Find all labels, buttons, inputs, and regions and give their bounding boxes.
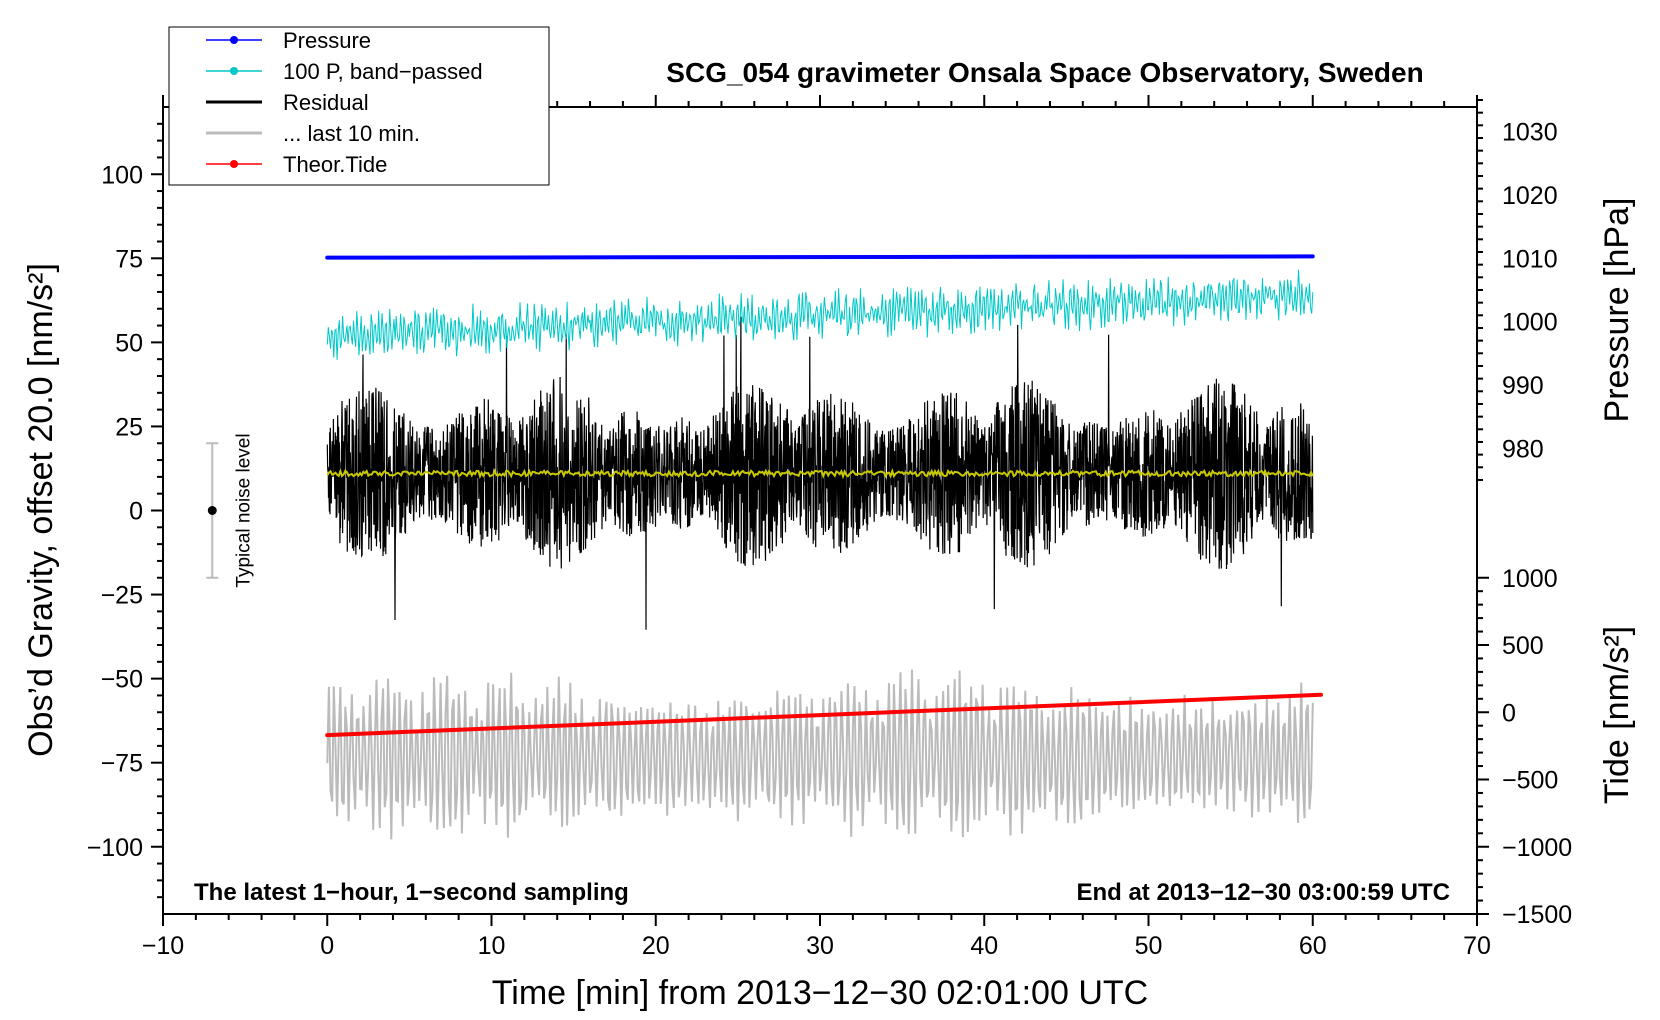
- tide-tick-label: −1000: [1502, 834, 1572, 862]
- noise-level-label: Typical noise level: [233, 433, 254, 587]
- annotation-end-time: End at 2013−12−30 03:00:59 UTC: [1076, 879, 1450, 906]
- x-tick-label: −10: [142, 932, 184, 960]
- y-tick-label: −75: [101, 750, 143, 778]
- tide-tick-label: −1500: [1502, 901, 1572, 929]
- y-axis-tide-ticks: 1000 500 0 −500 −1000 −1500: [1477, 565, 1572, 929]
- x-tick-label: 30: [806, 932, 834, 960]
- y-tick-label: −25: [101, 582, 143, 610]
- noise-center-dot: [207, 506, 217, 515]
- y-tick-label: 100: [101, 161, 143, 189]
- series-theor-tide: [325, 692, 1323, 738]
- x-tick-label: 0: [320, 932, 334, 960]
- pressure-tick-label: 1030: [1502, 119, 1558, 147]
- y-tick-label: 50: [115, 329, 143, 357]
- legend-marker: [230, 67, 238, 75]
- y-axis-left-label: Obs’d Gravity, offset 20.0 [nm/s²]: [22, 263, 60, 757]
- x-axis-label: Time [min] from 2013−12−30 02:01:00 UTC: [492, 974, 1148, 1012]
- y-axis-left-ticks: 100 75 50 25 0 −25 −50 −75 −100: [87, 122, 163, 899]
- annotation-sampling: The latest 1−hour, 1−second sampling: [194, 879, 629, 906]
- tide-tick-label: −500: [1502, 767, 1558, 795]
- series-residual-mean: [326, 467, 1314, 480]
- pressure-tick-label: 1010: [1502, 245, 1558, 273]
- legend-label: ... last 10 min.: [283, 121, 420, 146]
- series-last-10-min: [326, 669, 1314, 840]
- y-axis-tide-label: Tide [nm/s²]: [1598, 626, 1636, 804]
- legend-box: [168, 26, 550, 186]
- y-axis-pressure-label: Pressure [hPa]: [1598, 198, 1636, 423]
- x-tick-label: 70: [1463, 932, 1491, 960]
- noise-level-indicator: Typical noise level: [206, 433, 254, 588]
- series-residual: [326, 316, 1314, 630]
- x-tick-label: 20: [642, 932, 670, 960]
- legend: Pressure 100 P, band−passed Residual ... la…: [168, 26, 550, 186]
- x-tick-label: 60: [1299, 932, 1327, 960]
- legend-label: 100 P, band−passed: [283, 59, 483, 84]
- legend-marker: [230, 36, 238, 44]
- x-tick-label: 40: [970, 932, 998, 960]
- y-axis-pressure-ticks: 1030 1020 1010 1000 990 980: [1477, 98, 1558, 481]
- pressure-tick-label: 1020: [1502, 182, 1558, 210]
- series-band-passed: [326, 269, 1314, 360]
- x-tick-label: 50: [1135, 932, 1163, 960]
- legend-label: Theor.Tide: [283, 152, 387, 177]
- pressure-tick-label: 1000: [1502, 309, 1558, 337]
- legend-label: Residual: [283, 90, 369, 115]
- legend-marker: [230, 160, 238, 168]
- plot-lines: [325, 254, 1323, 840]
- x-axis-ticks: −10 0 10 20 30 40 50 60 70: [142, 95, 1491, 960]
- pressure-tick-label: 990: [1502, 372, 1544, 400]
- chart-title: SCG_054 gravimeter Onsala Space Observat…: [666, 57, 1423, 88]
- y-tick-label: 25: [115, 413, 143, 441]
- tide-tick-label: 1000: [1502, 565, 1558, 593]
- y-tick-label: −50: [101, 666, 143, 694]
- series-pressure: [325, 254, 1315, 260]
- y-tick-label: 0: [129, 498, 143, 526]
- tide-tick-label: 0: [1502, 699, 1516, 727]
- x-tick-label: 10: [478, 932, 506, 960]
- pressure-tick-label: 980: [1502, 435, 1544, 463]
- tide-tick-label: 500: [1502, 632, 1544, 660]
- y-tick-label: −100: [87, 834, 143, 862]
- legend-label: Pressure: [283, 28, 371, 53]
- y-tick-label: 75: [115, 245, 143, 273]
